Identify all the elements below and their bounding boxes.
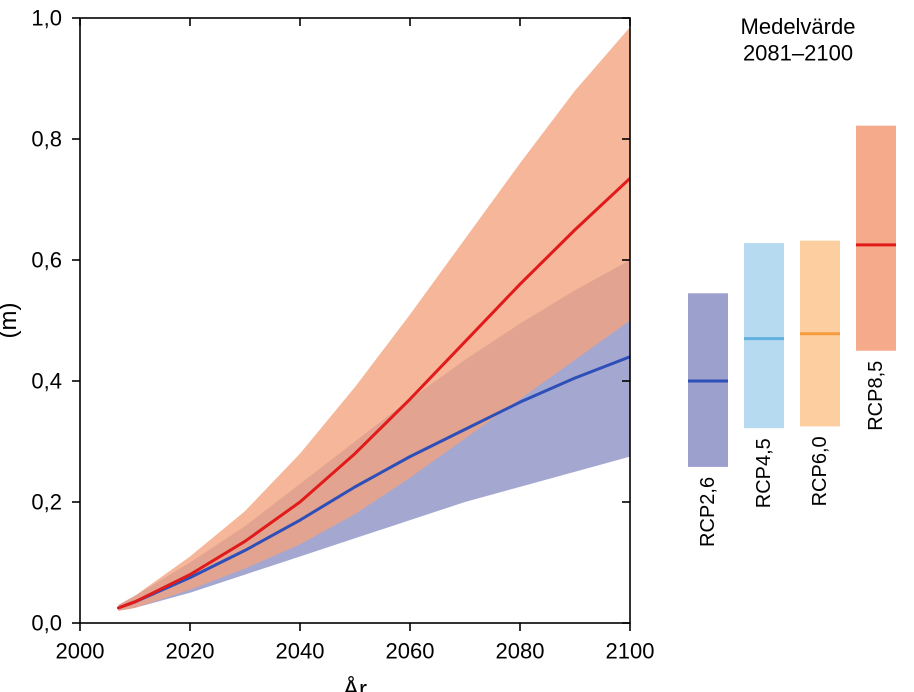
rcp60-label: RCP6,0 — [809, 436, 831, 506]
rcp85-range-bar — [856, 126, 896, 351]
x-tick-label: 2020 — [166, 639, 215, 664]
x-tick-label: 2040 — [276, 639, 325, 664]
y-tick-label: 0,2 — [31, 490, 62, 515]
rcp45-range-bar — [744, 243, 784, 428]
y-tick-label: 0,4 — [31, 369, 62, 394]
rcp45-label: RCP4,5 — [753, 438, 775, 508]
x-tick-label: 2060 — [386, 639, 435, 664]
y-tick-label: 0,8 — [31, 127, 62, 152]
y-tick-label: 1,0 — [31, 6, 62, 31]
y-tick-label: 0,6 — [31, 248, 62, 273]
x-tick-label: 2100 — [606, 639, 655, 664]
y-axis-label: (m) — [0, 303, 22, 339]
x-axis-label: År — [343, 675, 367, 692]
x-tick-label: 2080 — [496, 639, 545, 664]
sidebar-title-line2: 2081–2100 — [743, 40, 853, 65]
sidebar-title-line1: Medelvärde — [741, 14, 856, 39]
sea-level-chart: 2000 2020 2040 2060 2080 2100 0,0 0,2 0,4 0,6 0,8 1… — [0, 0, 914, 692]
rcp85-label: RCP8,5 — [865, 361, 887, 431]
y-tick-label: 0,0 — [31, 611, 62, 636]
rcp26-label: RCP2,6 — [697, 477, 719, 547]
x-tick-label: 2000 — [56, 639, 105, 664]
